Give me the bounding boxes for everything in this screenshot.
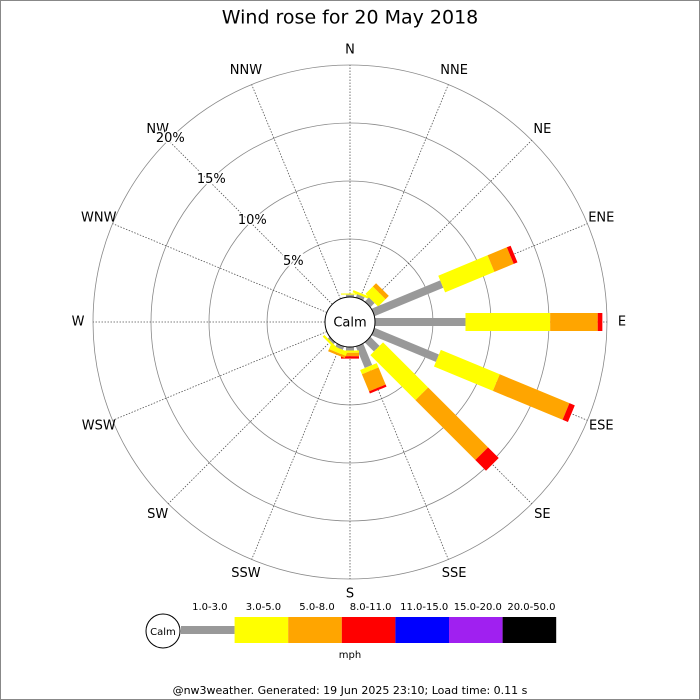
legend-swatch (181, 626, 235, 634)
direction-label: SSW (231, 566, 261, 581)
direction-label: W (72, 315, 85, 330)
legend-swatch (234, 617, 289, 643)
legend-label: 15.0-20.0 (454, 602, 502, 613)
ring-label: 10% (238, 213, 267, 228)
spoke (112, 331, 328, 421)
bar-segment (360, 363, 379, 375)
bar-segment (433, 349, 500, 391)
ring-label: 15% (197, 172, 226, 187)
bar-segment (361, 367, 386, 392)
calm-circle (324, 296, 376, 348)
bar-segment (355, 343, 373, 369)
legend-swatch (502, 617, 557, 643)
bar-segment (562, 403, 575, 423)
bar-segment (352, 290, 371, 300)
spoke (251, 84, 341, 300)
bar-segment (371, 327, 439, 362)
bar-segment (492, 374, 570, 420)
bar-segment (365, 286, 386, 307)
legend-swatch (341, 617, 396, 643)
direction-label: N (345, 43, 355, 58)
bar-segment (364, 336, 380, 352)
legend-label: 8.0-11.0 (350, 602, 392, 613)
bar-segment (329, 344, 348, 357)
legend-label: 3.0-5.0 (246, 602, 281, 613)
bar-segment (328, 349, 346, 359)
unit-label: mph (339, 650, 361, 661)
direction-label: ENE (588, 210, 614, 225)
bar-segment (370, 342, 429, 401)
spoke (359, 84, 449, 300)
bar-segment (369, 384, 387, 394)
direction-label: NNE (440, 63, 468, 78)
bar-segment (372, 283, 389, 300)
bar-segment (487, 247, 514, 272)
direction-label: NNW (230, 63, 262, 78)
direction-label: NE (533, 122, 551, 137)
spoke (359, 344, 449, 560)
spoke (367, 339, 533, 505)
calm-label: Calm (333, 316, 366, 331)
legend-swatch (449, 617, 503, 643)
legend-label: 1.0-3.0 (192, 602, 227, 613)
direction-label: SW (147, 507, 168, 522)
legend-label: 20.0-50.0 (507, 602, 555, 613)
legend-calm (145, 613, 181, 649)
bar-segment (322, 334, 338, 350)
footer: @nw3weather. Generated: 19 Jun 2025 23:1… (173, 684, 528, 697)
spoke (167, 339, 333, 505)
legend-calm-label: Calm (150, 627, 176, 638)
bar-segment (371, 280, 444, 317)
legend-label: 5.0-8.0 (299, 602, 334, 613)
direction-label: SSE (442, 566, 467, 581)
spoke (112, 223, 328, 313)
bar-segment (335, 343, 345, 350)
legend-swatch (395, 617, 449, 643)
direction-label: WSW (82, 419, 116, 434)
ring-label: 20% (156, 131, 185, 146)
bar-segment (506, 245, 518, 264)
spoke (367, 139, 533, 305)
direction-label: E (618, 315, 626, 330)
bar-segment (415, 387, 489, 461)
chart-title: Wind rose for 20 May 2018 (222, 7, 479, 29)
direction-label: SE (534, 507, 550, 522)
bar-segment (364, 297, 375, 308)
spoke (251, 344, 341, 560)
bar-segment (355, 294, 365, 301)
direction-label: WNW (81, 210, 117, 225)
spoke (167, 139, 333, 305)
direction-label: S (346, 587, 354, 602)
bar-segment (438, 255, 495, 293)
spoke (372, 223, 588, 313)
direction-label: ESE (589, 419, 614, 434)
ring-label: 5% (283, 254, 304, 269)
direction-label: NW (146, 122, 169, 137)
legend-label: 11.0-15.0 (400, 602, 448, 613)
bar-segment (475, 447, 499, 471)
legend-swatch (288, 617, 342, 643)
